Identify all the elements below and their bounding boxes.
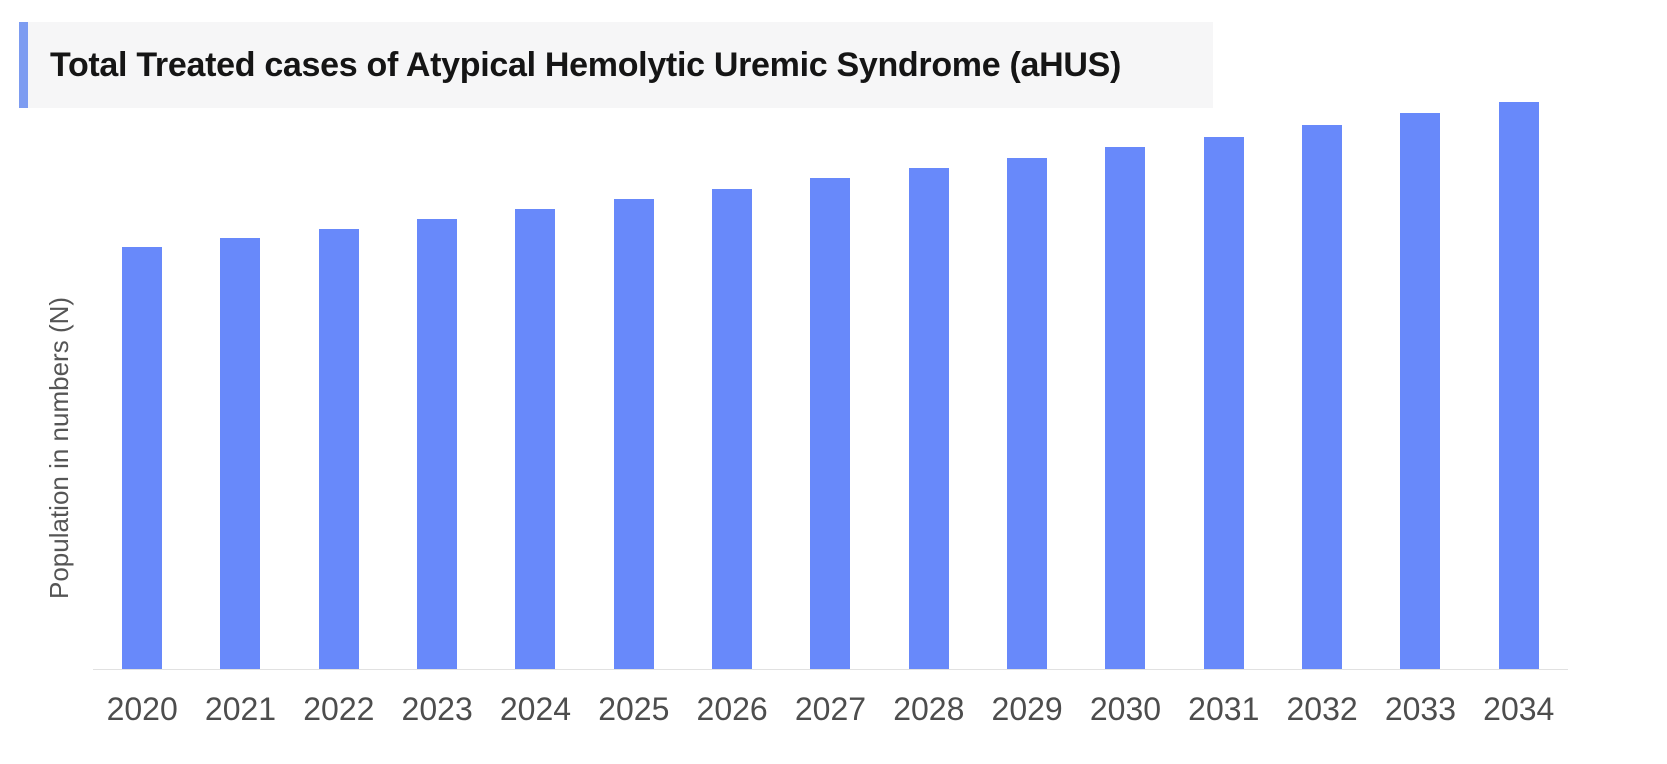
bar-2032[interactable] bbox=[1302, 125, 1343, 669]
bar-2030[interactable] bbox=[1105, 147, 1146, 669]
x-tick-label: 2030 bbox=[1089, 691, 1162, 727]
plot-area: 2020 2021 2022 2023 2024 2025 2026 2027 2028 2029… bbox=[93, 90, 1568, 727]
bar-column: 2025 bbox=[585, 90, 683, 727]
bar-2034[interactable] bbox=[1498, 102, 1539, 669]
chart-title-band: Total Treated cases of Atypical Hemolyti… bbox=[28, 22, 1213, 108]
x-tick-label: 2026 bbox=[696, 691, 768, 727]
x-tick-label: 2020 bbox=[106, 691, 178, 727]
x-tick-label: 2033 bbox=[1384, 691, 1457, 727]
bar-2027[interactable] bbox=[810, 178, 851, 669]
bar-column: 2026 bbox=[683, 90, 781, 727]
bar-2029[interactable] bbox=[1007, 158, 1048, 669]
x-tick-label: 2029 bbox=[991, 691, 1063, 727]
x-tick-label: 2032 bbox=[1286, 691, 1358, 727]
x-tick-label: 2023 bbox=[401, 691, 473, 727]
bar-2022[interactable] bbox=[318, 229, 359, 669]
bar-column: 2027 bbox=[781, 90, 879, 727]
chart-title: Total Treated cases of Atypical Hemolyti… bbox=[50, 45, 1122, 84]
x-tick-label: 2024 bbox=[499, 691, 572, 727]
bar-2021[interactable] bbox=[220, 238, 261, 669]
x-tick-label: 2027 bbox=[794, 691, 867, 727]
bar-column: 2020 bbox=[93, 90, 191, 727]
x-tick-label: 2025 bbox=[598, 691, 670, 727]
bar-column: 2032 bbox=[1273, 90, 1371, 727]
bar-series: 2020 2021 2022 2023 2024 2025 2026 2027 2028 2029… bbox=[93, 90, 1568, 727]
bar-column: 2031 bbox=[1175, 90, 1273, 727]
bar-2026[interactable] bbox=[712, 189, 753, 669]
bar-column: 2021 bbox=[191, 90, 289, 727]
x-tick-label: 2021 bbox=[204, 691, 277, 727]
y-axis-label: Population in numbers (N) bbox=[44, 296, 74, 599]
bar-column: 2033 bbox=[1371, 90, 1469, 727]
bar-2033[interactable] bbox=[1400, 113, 1441, 669]
bar-column: 2028 bbox=[880, 90, 978, 727]
x-tick-label: 2028 bbox=[893, 691, 965, 727]
x-axis-line bbox=[93, 669, 1568, 670]
bar-2023[interactable] bbox=[417, 219, 458, 669]
bar-column: 2030 bbox=[1076, 90, 1174, 727]
x-tick-label: 2022 bbox=[303, 691, 375, 727]
bar-2031[interactable] bbox=[1203, 137, 1244, 669]
bar-column: 2022 bbox=[290, 90, 388, 727]
bar-2024[interactable] bbox=[515, 209, 556, 669]
bar-2028[interactable] bbox=[908, 168, 949, 669]
bar-column: 2034 bbox=[1470, 90, 1568, 727]
title-accent-bar bbox=[19, 22, 28, 108]
bar-column: 2029 bbox=[978, 90, 1076, 727]
bar-2025[interactable] bbox=[613, 199, 654, 669]
bar-column: 2023 bbox=[388, 90, 486, 727]
x-tick-label: 2034 bbox=[1483, 691, 1555, 727]
x-tick-label: 2031 bbox=[1188, 691, 1260, 727]
bar-2020[interactable] bbox=[122, 247, 163, 669]
bar-column: 2024 bbox=[486, 90, 584, 727]
